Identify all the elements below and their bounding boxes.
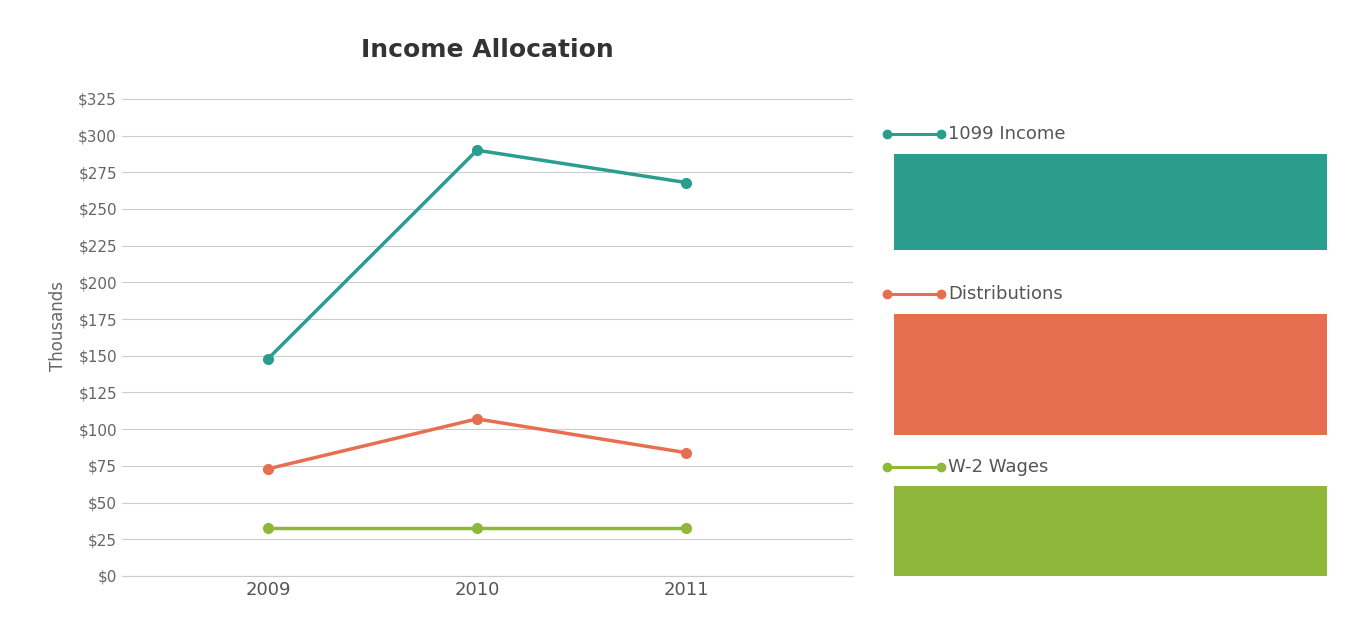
Text: 1099 Income: 1099 Income — [948, 125, 1066, 143]
Text: W-2 Wages: W-2 Wages — [948, 458, 1048, 476]
Text: Distributions: Distributions — [948, 285, 1063, 303]
Y-axis label: Thousands: Thousands — [49, 282, 68, 371]
Text: Grew with 1099 income too much
in relation to W-2 income. No self-
employment ta: Grew with 1099 income too much in relati… — [913, 346, 1173, 403]
Text: 1099 income received personally,
not allocable to S-Corp.: 1099 income received personally, not all… — [913, 183, 1173, 220]
Text: W-2 wages remained constant.
“Unreasonable compensation.”: W-2 wages remained constant. “Unreasonab… — [913, 513, 1152, 550]
Title: Income Allocation: Income Allocation — [362, 38, 613, 62]
